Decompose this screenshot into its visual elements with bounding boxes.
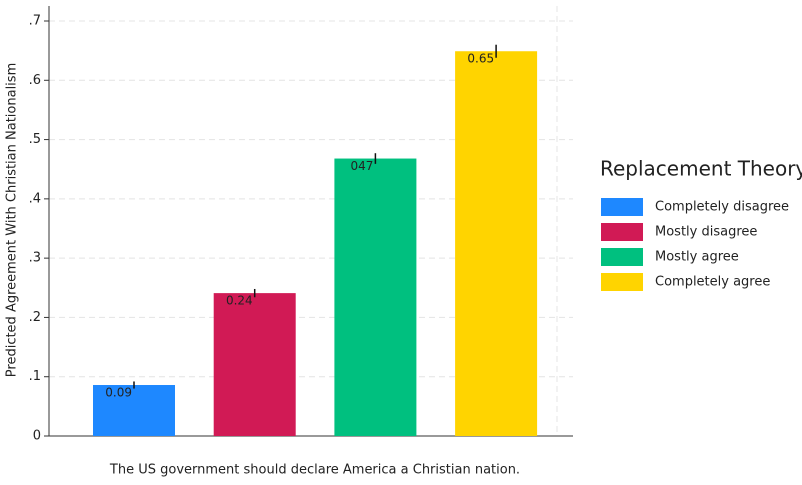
bar: [455, 51, 538, 436]
legend-label: Completely disagree: [655, 200, 789, 215]
y-tick-label: .2: [29, 310, 41, 325]
y-tick-label: .1: [29, 369, 41, 384]
y-tick-label: .6: [29, 73, 41, 88]
y-tick-label: .4: [29, 191, 41, 206]
bar: [93, 385, 175, 436]
legend-swatch: [601, 273, 643, 291]
x-axis-label: The US government should declare America…: [109, 463, 520, 478]
value-label: 0.09: [105, 386, 132, 400]
legend-label: Mostly disagree: [655, 225, 757, 240]
legend-swatch: [601, 198, 643, 216]
value-label: 0.24: [226, 294, 253, 308]
y-tick-label: 0: [33, 429, 41, 444]
y-tick-label: .5: [29, 132, 41, 147]
y-axis-label: Predicted Agreement With Christian Natio…: [5, 63, 20, 377]
value-label: 0.65: [467, 52, 494, 66]
legend-swatch: [601, 223, 643, 241]
legend-swatch: [601, 248, 643, 266]
value-label: 047: [350, 159, 373, 173]
legend-label: Mostly agree: [655, 250, 739, 265]
bar: [213, 293, 296, 436]
y-tick-label: .3: [29, 251, 41, 266]
legend-title: Replacement Theory: [600, 157, 802, 181]
bar: [334, 158, 417, 437]
y-tick-label: .7: [29, 14, 41, 29]
legend-label: Completely agree: [655, 275, 770, 290]
